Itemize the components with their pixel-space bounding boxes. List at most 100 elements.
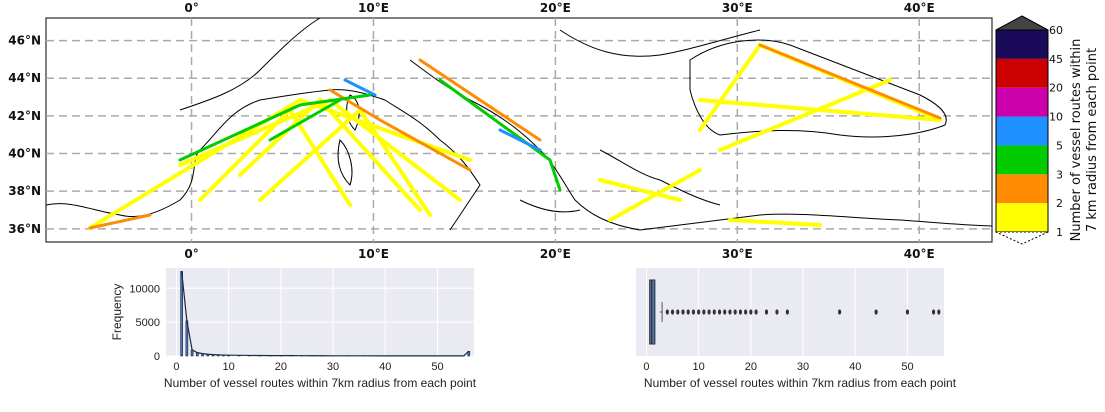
boxplot-box (649, 279, 663, 345)
box-outlier (728, 309, 732, 315)
box-x-tick: 10 (693, 361, 705, 373)
map-frame (45, 17, 993, 243)
box-outlier (937, 309, 941, 315)
lat-tick: 40°N (8, 147, 41, 161)
routes-2 (88, 43, 942, 230)
box-outlier (744, 309, 748, 315)
vessel-routes (88, 42, 942, 230)
box-outlier (697, 309, 701, 315)
map-gridlines (46, 18, 992, 242)
hist-x-tick: 0 (173, 361, 179, 373)
colorbar: 1 2 3 5 10 20 45 60 Number of vessel routes wit… (995, 15, 1100, 245)
colorbar-swatch (996, 145, 1048, 175)
hist-x-tick: 40 (379, 361, 391, 373)
colorbar-tick: 10 (1049, 111, 1063, 124)
map-panel: 0° 10°E 20°E 30°E 40°E 0° 10°E 20°E 30°E 40°E 36… (8, 1, 993, 261)
box-outlier (931, 309, 936, 315)
colorbar-label-line1: Number of vessel routes within (1069, 39, 1084, 242)
box-outlier (905, 309, 910, 315)
colorbar-tick: 60 (1049, 24, 1063, 37)
box-outlier (665, 309, 669, 315)
box-outlier (702, 309, 706, 315)
box-outlier (733, 309, 737, 315)
routes-5 (343, 78, 542, 152)
colorbar-swatches (995, 15, 1049, 245)
colorbar-tick: 3 (1056, 168, 1063, 181)
box-outlier (712, 309, 716, 315)
lon-ticks-bottom: 0° 10°E 20°E 30°E 40°E (184, 247, 934, 261)
hist-bar (180, 271, 183, 357)
box-outlier (785, 309, 789, 315)
box-outlier (670, 309, 675, 315)
colorbar-swatch (996, 174, 1048, 204)
lat-tick: 44°N (8, 71, 41, 85)
colorbar-tick: 20 (1049, 82, 1063, 95)
colorbar-swatch (996, 116, 1048, 146)
lon-tick-top: 40°E (904, 1, 935, 15)
colorbar-tick: 1 (1056, 226, 1063, 239)
box-outlier (707, 309, 711, 315)
boxplot-xlabel: Number of vessel routes within 7km radiu… (644, 376, 957, 390)
box-x-tick: 40 (849, 361, 861, 373)
hist-y-tick: 10000 (129, 283, 160, 295)
box-x-tick: 30 (797, 361, 809, 373)
box-outlier (717, 309, 722, 315)
hist-x-tick: 50 (431, 361, 443, 373)
histogram-y-ticks: 0 5000 10000 (129, 283, 160, 363)
colorbar-swatch (996, 30, 1048, 59)
lon-tick-bottom: 30°E (722, 247, 753, 261)
lon-tick-top: 30°E (722, 1, 753, 15)
box-outlier (764, 309, 769, 315)
box-outlier (686, 309, 690, 315)
colorbar-tick: 45 (1049, 53, 1063, 66)
colorbar-tick-labels: 1 2 3 5 10 20 45 60 (1049, 24, 1063, 239)
box-outlier (738, 309, 743, 315)
colorbar-swatch (996, 203, 1048, 232)
lon-tick-top: 10°E (358, 1, 389, 15)
box-outlier (723, 309, 727, 315)
box-outlier (837, 309, 842, 315)
histogram-x-ticks: 0 10 20 30 40 50 (173, 361, 443, 373)
colorbar-extend-max (995, 15, 1049, 31)
hist-x-tick: 20 (275, 361, 287, 373)
boxplot-panel: 0 10 20 30 40 50 Number of vessel routes with… (636, 268, 957, 390)
hist-x-tick: 30 (327, 361, 339, 373)
colorbar-label-line2: 7 km radius from each point (1085, 48, 1100, 232)
box-outlier (749, 309, 753, 315)
lat-tick: 38°N (8, 184, 41, 198)
boxplot-outliers (665, 309, 941, 315)
hist-y-tick: 5000 (136, 317, 160, 329)
box-x-tick: 20 (745, 361, 757, 373)
histogram-panel: 0 10 20 30 40 50 0 5000 10000 Number of vessel … (110, 268, 477, 390)
colorbar-extend-min (995, 231, 1049, 245)
lon-tick-top: 0° (184, 1, 198, 15)
colorbar-tick: 5 (1056, 139, 1063, 152)
lon-tick-bottom: 10°E (358, 247, 389, 261)
lon-tick-bottom: 20°E (540, 247, 571, 261)
histogram-plot-area (166, 268, 474, 356)
box-outlier (754, 309, 758, 315)
boxplot-x-ticks: 0 10 20 30 40 50 (643, 361, 913, 373)
box-outlier (691, 309, 696, 315)
lon-tick-bottom: 40°E (904, 247, 935, 261)
colorbar-swatch (996, 87, 1048, 117)
lat-tick: 42°N (8, 109, 41, 123)
box-outlier (874, 309, 878, 315)
box-x-tick: 50 (901, 361, 913, 373)
box-outlier (676, 309, 680, 315)
lon-tick-bottom: 0° (184, 247, 198, 261)
box-x-tick: 0 (643, 361, 649, 373)
histogram-xlabel: Number of vessel routes within 7km radiu… (164, 376, 477, 390)
histogram-ylabel: Frequency (110, 284, 124, 341)
colorbar-tick: 2 (1056, 197, 1063, 210)
lon-tick-top: 20°E (540, 1, 571, 15)
box-outlier (681, 309, 685, 315)
lat-tick: 46°N (8, 34, 41, 48)
histogram-kde-line (181, 271, 470, 357)
routes-3 (178, 78, 562, 192)
hist-x-tick: 10 (223, 361, 235, 373)
box-iqr (649, 279, 656, 345)
lat-ticks: 36°N 38°N 40°N 42°N 44°N 46°N (8, 34, 41, 236)
box-outlier (775, 309, 779, 315)
